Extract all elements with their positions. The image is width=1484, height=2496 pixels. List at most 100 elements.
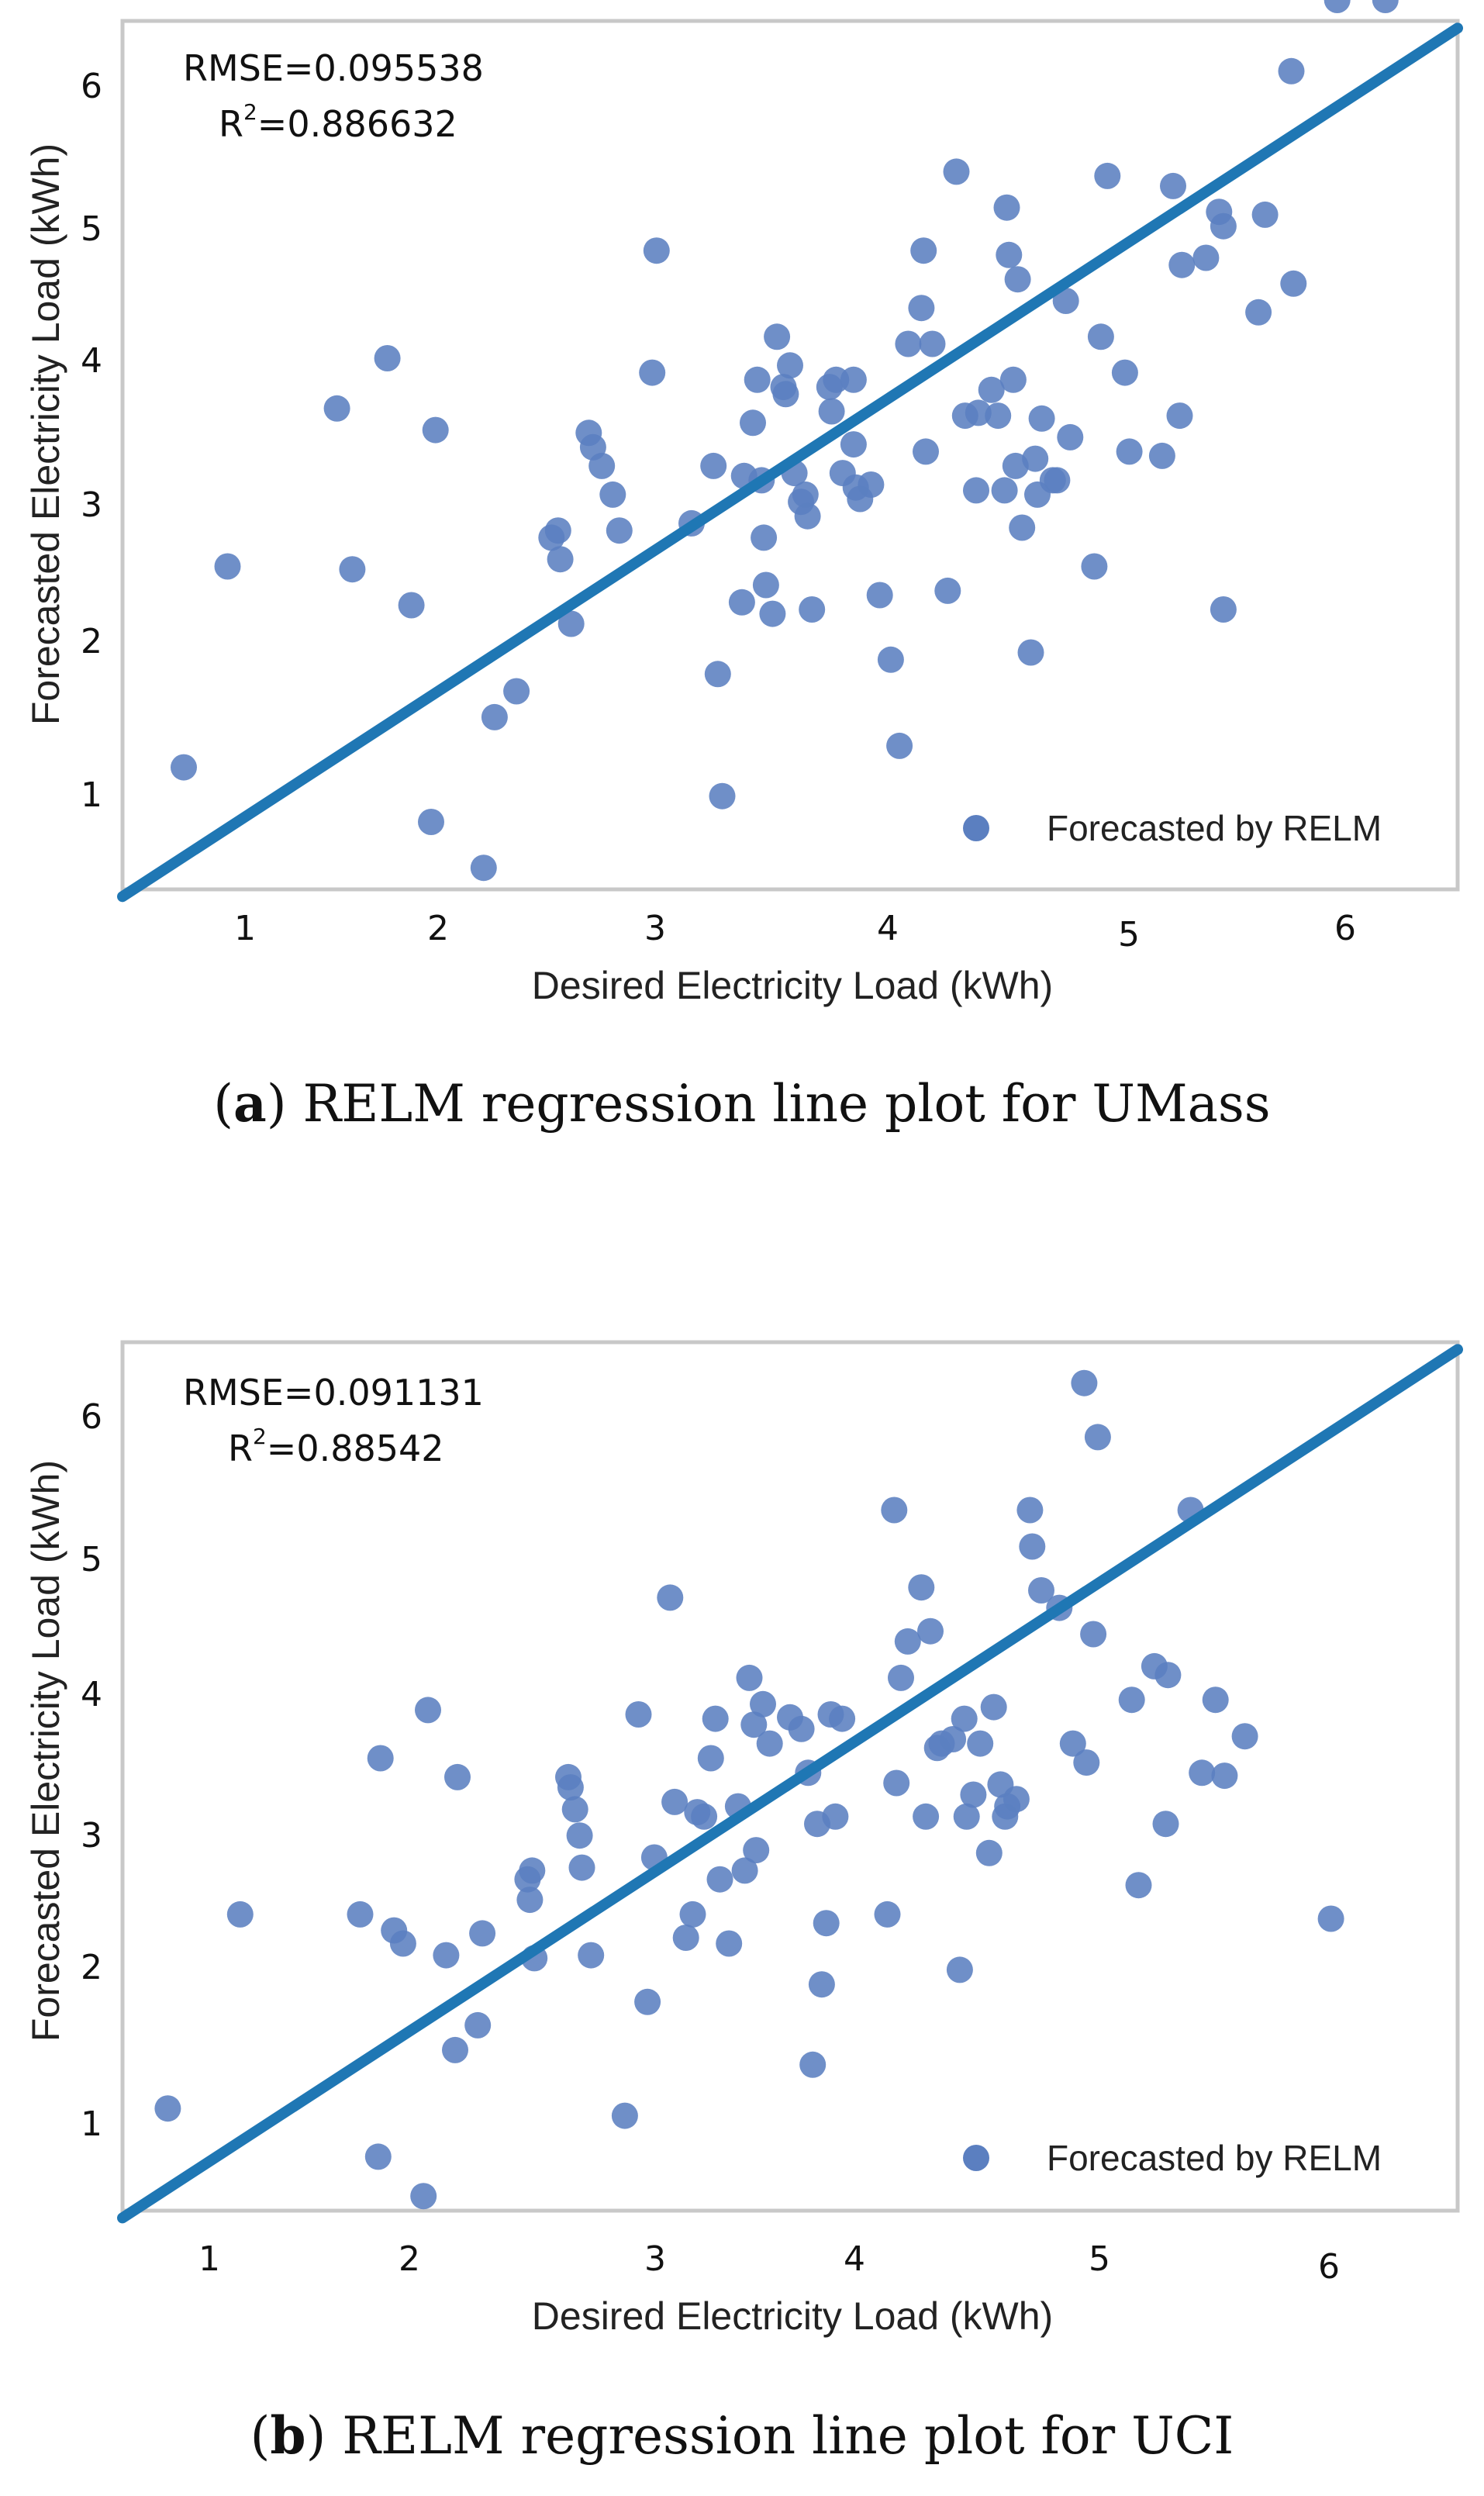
scatter-point (840, 431, 867, 458)
scatter-point (367, 1745, 394, 1772)
scatter-point (744, 366, 771, 393)
scatter-point (1111, 359, 1138, 386)
scatter-point (716, 1930, 743, 1957)
scatter-point (697, 1745, 724, 1772)
scatter-point (813, 1910, 840, 1937)
x-tick-label: 5 (1118, 915, 1140, 955)
scatter-point (1148, 442, 1175, 469)
scatter-point (1019, 1533, 1046, 1560)
scatter-point (1125, 1872, 1152, 1899)
x-tick-label: 1 (198, 2239, 220, 2279)
scatter-point (398, 592, 425, 619)
scatter-point (799, 2051, 827, 2078)
y-tick-label: 1 (81, 2104, 102, 2144)
scatter-points (154, 1369, 1344, 2210)
scatter-point (470, 854, 497, 882)
scatter-point (777, 352, 803, 379)
scatter-point (1004, 266, 1031, 293)
scatter-point (442, 2036, 468, 2063)
chart-panel-b: 1 2 3 4 5 6 1 2 3 4 5 6 Desired Electric… (24, 1340, 1463, 2466)
scatter-point (444, 1763, 471, 1790)
scatter-point (1317, 1905, 1344, 1932)
scatter-point (908, 1574, 935, 1601)
regression-line (117, 1344, 1463, 2224)
scatter-point (519, 1857, 546, 1884)
scatter-point (881, 1497, 908, 1524)
scatter-point (1202, 1686, 1229, 1714)
scatter-point (743, 1837, 770, 1864)
scatter-point (764, 323, 791, 350)
scatter-point (953, 1803, 980, 1830)
scatter-point (672, 1925, 699, 1951)
scatter-point (772, 381, 799, 408)
x-tick-label: 2 (399, 2239, 420, 2279)
scatter-point (588, 452, 616, 479)
scatter-point (389, 1930, 416, 1957)
scatter-point (991, 477, 1018, 504)
y-tick-label: 2 (81, 1948, 102, 1987)
scatter-point (951, 1705, 978, 1732)
rmse-annotation: RMSE=0.095538 (183, 47, 484, 89)
scatter-point (1211, 1762, 1238, 1790)
scatter-point (940, 1726, 967, 1752)
scatter-point (910, 237, 937, 264)
scatter-point (822, 1803, 849, 1830)
y-axis-label: Forecasted Electricity Load (kWh) (24, 143, 67, 725)
scatter-point (557, 610, 585, 637)
scatter-point (643, 237, 670, 264)
figure-caption: (b) RELM regression line plot for UCI (250, 2405, 1234, 2466)
scatter-point (1081, 553, 1108, 580)
scatter-point (917, 1617, 944, 1645)
scatter-point (374, 345, 401, 371)
y-tick-labels: 1 2 3 4 5 6 (81, 67, 102, 815)
scatter-point (999, 366, 1027, 393)
y-tick-label: 1 (81, 775, 102, 815)
figure-caption: (a) RELM regression line plot for UMass (213, 1073, 1270, 1134)
scatter-point (171, 754, 197, 781)
scatter-point (702, 1705, 729, 1732)
scatter-point (731, 1857, 758, 1884)
scatter-point (364, 2143, 392, 2170)
scatter-point (561, 1796, 588, 1823)
scatter-point (883, 1769, 910, 1797)
scatter-point (750, 1690, 776, 1718)
scatter-point (740, 1711, 768, 1738)
scatter-point (1052, 288, 1079, 314)
scatter-point (1231, 1723, 1258, 1750)
scatter-point (418, 809, 444, 835)
scatter-point (728, 589, 755, 616)
scatter-point (568, 1854, 595, 1881)
scatter-point (799, 596, 826, 623)
y-tick-label: 3 (81, 485, 102, 525)
rmse-annotation: RMSE=0.091131 (183, 1372, 484, 1414)
scatter-point (1059, 1730, 1086, 1757)
y-tick-labels: 1 2 3 4 5 6 (81, 1397, 102, 2144)
y-tick-label: 5 (81, 1540, 102, 1579)
scatter-point (829, 1705, 856, 1732)
scatter-point (657, 1584, 684, 1611)
scatter-point (1160, 172, 1186, 199)
r2-value: =0.886632 (257, 103, 457, 145)
scatter-point (736, 1664, 763, 1691)
x-tick-label: 3 (644, 909, 666, 948)
y-tick-label: 5 (81, 209, 102, 249)
scatter-point (1251, 201, 1279, 228)
scatter-point (410, 2183, 437, 2210)
scatter-point (975, 1839, 1003, 1866)
scatter-point (1094, 162, 1121, 189)
scatter-point (1071, 1369, 1098, 1396)
scatter-point (323, 395, 350, 422)
scatter-point (557, 1774, 584, 1801)
scatter-point (1210, 212, 1237, 240)
scatter-point (888, 1664, 914, 1691)
scatter-point (756, 1730, 783, 1757)
scatter-point (433, 1942, 460, 1969)
scatter-point (1245, 299, 1272, 326)
x-axis-label: Desired Electricity Load (kWh) (532, 964, 1053, 1007)
regression-line (117, 22, 1463, 903)
scatter-point (908, 295, 935, 322)
scatter-point (606, 517, 633, 544)
plot-area-frame (120, 19, 1460, 892)
scatter-point (706, 1866, 733, 1893)
